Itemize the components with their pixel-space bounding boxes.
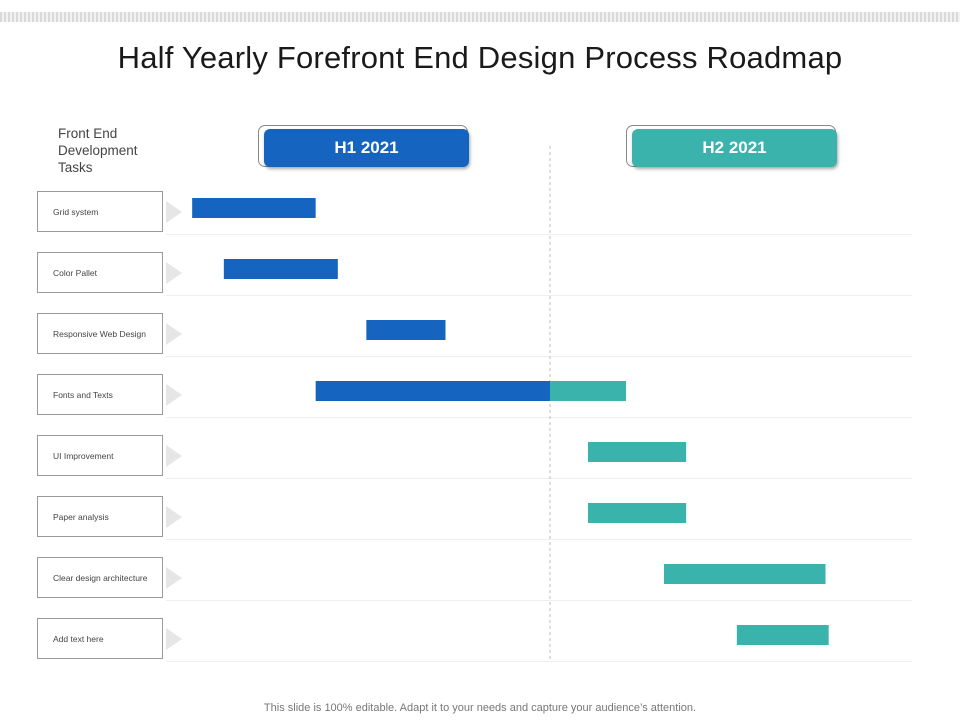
period-h2-frame: H2 2021 (626, 125, 837, 167)
task-arrow-icon (166, 262, 182, 284)
task-arrow-icon (166, 201, 182, 223)
task-arrow-icon (166, 445, 182, 467)
task-arrow-icon (166, 384, 182, 406)
task-bar-add-text-here (736, 625, 829, 645)
period-h1-label: H1 2021 (264, 129, 469, 167)
top-decorative-strip (0, 12, 960, 22)
task-bar-ui-improvement (588, 442, 687, 462)
page-title: Half Yearly Forefront End Design Process… (117, 40, 843, 75)
task-bar-color-pallet (223, 259, 338, 279)
task-label-responsive-web-design: Responsive Web Design (37, 313, 163, 354)
task-arrow-icon (166, 628, 182, 650)
row-divider (166, 356, 912, 357)
task-bar-responsive-web-design (366, 320, 446, 340)
task-label-paper-analysis: Paper analysis (37, 496, 163, 537)
task-bar-fonts-and-texts-h2 (550, 381, 626, 401)
task-bar-paper-analysis (588, 503, 687, 523)
task-arrow-icon (166, 506, 182, 528)
tasks-heading: Front End Development Tasks (58, 126, 138, 175)
task-arrow-icon (166, 323, 182, 345)
task-bar-fonts-and-texts-h1 (315, 381, 550, 401)
task-label-add-text-here: Add text here (37, 618, 163, 659)
row-divider (166, 234, 912, 235)
task-label-ui-improvement: UI Improvement (37, 435, 163, 476)
task-bar-clear-design-architecture (664, 564, 826, 584)
row-divider (166, 478, 912, 479)
period-h2-label: H2 2021 (632, 129, 837, 167)
task-label-color-pallet: Color Pallet (37, 252, 163, 293)
row-divider (166, 295, 912, 296)
row-divider (166, 539, 912, 540)
task-arrow-icon (166, 567, 182, 589)
period-h1-frame: H1 2021 (258, 125, 469, 167)
task-bar-grid-system (192, 198, 316, 218)
task-label-grid-system: Grid system (37, 191, 163, 232)
task-label-clear-design-architecture: Clear design architecture (37, 557, 163, 598)
row-divider (166, 661, 912, 662)
footer-note: This slide is 100% editable. Adapt it to… (263, 702, 697, 714)
task-label-fonts-and-texts: Fonts and Texts (37, 374, 163, 415)
row-divider (166, 600, 912, 601)
row-divider (166, 417, 912, 418)
